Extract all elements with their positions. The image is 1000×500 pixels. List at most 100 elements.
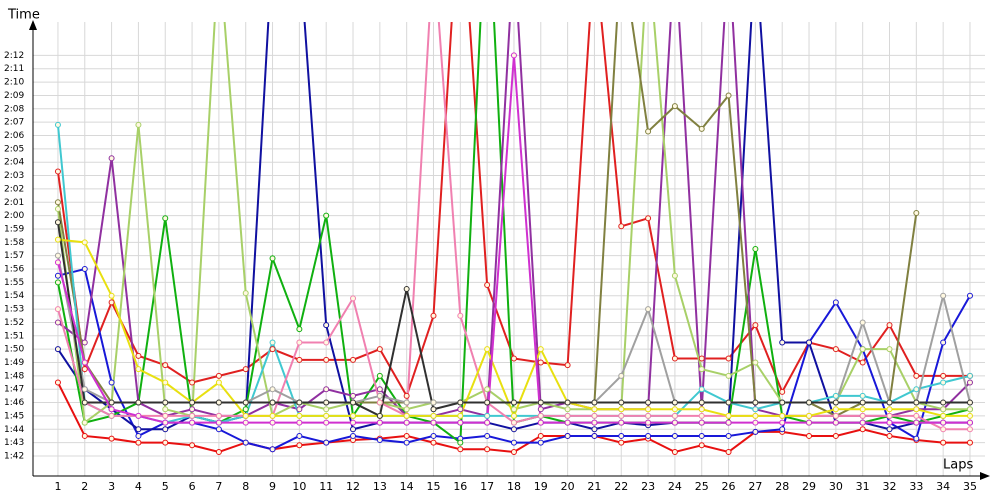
y-axis-label: Time [7,8,40,23]
data-point [162,439,169,446]
data-point [886,406,893,413]
data-point [886,412,893,419]
data-point [162,412,169,419]
data-point [403,392,410,399]
data-point [269,255,276,262]
data-point [108,292,115,299]
data-point [403,419,410,426]
data-point [806,412,813,419]
data-point [591,426,598,433]
data-point [671,355,678,362]
data-point [135,439,142,446]
data-point [430,312,437,319]
data-point [54,236,61,243]
data-point [54,219,61,226]
data-point [537,359,544,366]
data-point [54,252,61,259]
data-point [859,359,866,366]
data-point [913,435,920,442]
x-tick-label: 7 [215,480,222,493]
data-point [886,419,893,426]
data-point [403,439,410,446]
data-point [54,379,61,386]
data-point [913,406,920,413]
y-tick-label: 1:45 [4,411,24,421]
data-point [510,406,517,413]
x-tick-label: 19 [534,480,548,493]
data-point [54,168,61,175]
data-point [296,432,303,439]
y-tick-label: 2:08 [4,104,24,114]
data-point [484,432,491,439]
data-point [108,412,115,419]
data-point [457,439,464,446]
data-point [350,426,357,433]
x-axis-label: Laps [943,458,973,473]
data-point [645,432,652,439]
data-point [430,412,437,419]
data-point [698,399,705,406]
data-point [671,399,678,406]
data-point [859,406,866,413]
data-point [81,419,88,426]
y-tick-label: 2:07 [4,118,24,128]
data-point [618,223,625,230]
data-point [645,215,652,222]
y-tick-label: 2:01 [4,198,24,208]
data-point [430,399,437,406]
data-point [323,212,330,219]
data-point [618,372,625,379]
data-point [430,439,437,446]
x-tick-label: 16 [453,480,467,493]
data-point [618,406,625,413]
y-tick-label: 1:46 [4,398,24,408]
data-point [698,432,705,439]
data-point [162,419,169,426]
data-point [618,399,625,406]
data-point [350,356,357,363]
data-point [725,448,732,455]
data-point [698,406,705,413]
data-point [269,346,276,353]
x-tick-label: 9 [269,480,276,493]
data-point [725,412,732,419]
data-point [832,346,839,353]
data-point [162,379,169,386]
data-point [376,436,383,443]
data-point [403,399,410,406]
data-point [108,406,115,413]
data-point [564,399,571,406]
x-tick-label: 30 [829,480,843,493]
data-point [484,412,491,419]
y-tick-label: 1:49 [4,358,24,368]
data-point [832,419,839,426]
data-point [376,372,383,379]
data-point [859,412,866,419]
x-tick-label: 26 [722,480,736,493]
y-tick-label: 2:09 [4,91,24,101]
data-point [832,392,839,399]
data-point [779,388,786,395]
data-point [376,386,383,393]
data-point [108,435,115,442]
data-point [537,399,544,406]
data-point [108,399,115,406]
data-point [162,426,169,433]
data-point [859,419,866,426]
data-point [832,399,839,406]
data-point [564,362,571,369]
data-point [886,399,893,406]
x-tick-label: 17 [480,480,494,493]
data-point [484,346,491,353]
y-tick-label: 2:11 [4,64,24,74]
data-point [940,379,947,386]
data-point [457,399,464,406]
data-point [484,399,491,406]
x-tick-label: 2 [81,480,88,493]
data-point [189,412,196,419]
data-point [215,419,222,426]
data-point [537,346,544,353]
data-point [54,272,61,279]
data-point [966,372,973,379]
